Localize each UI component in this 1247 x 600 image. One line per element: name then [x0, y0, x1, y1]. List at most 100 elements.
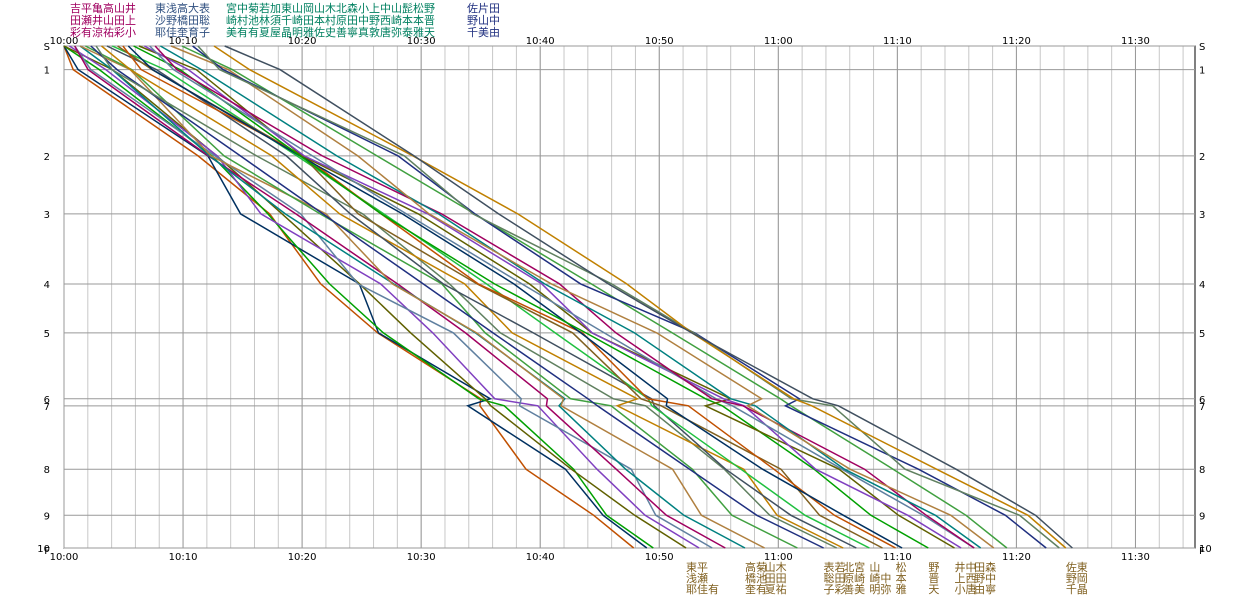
runner-line: [133, 45, 929, 549]
runner-line: [95, 45, 838, 549]
station-label-left: 8: [44, 465, 50, 476]
runner-line: [90, 45, 824, 549]
runner-line: [68, 45, 700, 549]
runner-name-finish: 田田: [765, 572, 787, 585]
runner-name-finish: 上西: [955, 572, 977, 585]
x-tick-label-bottom: 11:20: [1002, 552, 1031, 563]
station-label-right: 2: [1199, 152, 1205, 163]
x-tick-label-top: 10:00: [50, 36, 79, 47]
runner-name-finish: 小唐: [955, 582, 977, 596]
runner-name-header: 吉平亀高山井: [70, 1, 136, 15]
runner-line: [85, 45, 798, 549]
x-tick-label-top: 11:20: [1002, 36, 1031, 47]
station-label-left: 7: [44, 402, 50, 413]
station-label-left: 4: [44, 280, 50, 291]
runner-name-finish: 浅瀬: [686, 571, 708, 585]
station-label-right: 10: [1199, 544, 1212, 555]
runner-name-finish: 佐東: [1066, 560, 1088, 574]
station-label-right: 8: [1199, 465, 1205, 476]
runner-name-header: 沙野橋田聡: [155, 13, 210, 27]
runner-line: [160, 45, 982, 549]
x-tick-label-top: 10:20: [288, 36, 317, 47]
runner-line: [63, 45, 648, 549]
station-label-right: 4: [1199, 280, 1205, 291]
runner-name-finish: 山木: [765, 561, 787, 574]
runner-line: [106, 45, 857, 549]
runner-name-finish: 善美: [843, 582, 865, 596]
x-tick-label-top: 10:10: [169, 36, 198, 47]
runner-name-header: 崎村池林須千崎田本村原田中野西崎本本晋: [226, 13, 435, 27]
runner-name-finish: 千晶: [1066, 583, 1088, 596]
x-tick-label-bottom: 10:30: [407, 552, 436, 563]
station-label-right: 7: [1199, 402, 1205, 413]
runner-line: [170, 45, 995, 549]
x-tick-label-top: 11:10: [883, 36, 912, 47]
x-tick-label-top: 10:50: [645, 36, 674, 47]
runner-name-finish: 雅: [896, 582, 907, 596]
station-label-right: S: [1199, 42, 1205, 53]
runner-name-finish: 東平: [686, 561, 708, 574]
runner-line: [224, 45, 1073, 549]
runner-line: [79, 45, 765, 549]
runner-name-header: 佐片田: [467, 1, 500, 15]
station-label-right: 9: [1199, 511, 1205, 522]
x-tick-label-bottom: 10:40: [526, 552, 555, 563]
runner-line: [74, 45, 726, 549]
station-label-left: S: [44, 42, 50, 53]
x-tick-label-bottom: 11:00: [764, 552, 793, 563]
runner-name-header: 田瀬井山田上: [70, 13, 136, 27]
station-label-left: 9: [44, 511, 50, 522]
runner-name-finish: 北宮: [843, 560, 865, 574]
station-label-left: 6: [44, 395, 50, 406]
station-label-left: 10: [37, 544, 50, 555]
runner-name-finish: 子彩: [824, 583, 846, 596]
station-label-left: 3: [44, 210, 50, 221]
runner-name-finish: 表若: [824, 560, 846, 574]
runner-name-finish: 野中: [974, 572, 996, 585]
x-tick-label-bottom: 10:10: [169, 552, 198, 563]
x-tick-label-bottom: 10:50: [645, 552, 674, 563]
station-label-left: 1: [44, 66, 50, 77]
runner-name-header: 耶佳奎育子: [155, 25, 210, 39]
x-tick-label-top: 10:30: [407, 36, 436, 47]
x-tick-label-bottom: 10:00: [50, 552, 79, 563]
station-label-right: 5: [1199, 329, 1205, 340]
runner-name-header: 東浅高大表: [155, 1, 210, 15]
runner-name-header: 千美由: [467, 25, 500, 39]
runner-name-finish: 崎中: [869, 571, 891, 585]
x-tick-label-top: 11:00: [764, 36, 793, 47]
runner-line: [197, 45, 1060, 549]
runner-name-header: 宮中菊若加東山岡山木北森小上中山髭松野: [226, 1, 435, 15]
runner-name-finish: 松: [896, 560, 907, 574]
runner-name-finish: 晋: [928, 572, 939, 585]
runner-name-finish: 原崎: [843, 571, 865, 585]
station-label-left: 2: [44, 152, 50, 163]
runner-name-finish: 由寧: [974, 582, 996, 596]
runner-name-finish: 夏祐: [765, 583, 787, 596]
runner-name-finish: 山: [869, 561, 880, 574]
runner-line: [127, 45, 903, 549]
finish-label-left: F: [44, 546, 50, 557]
x-tick-label-bottom: 11:30: [1121, 552, 1150, 563]
runner-name-finish: 耶佳有: [686, 582, 719, 596]
station-label-left: 5: [44, 329, 50, 340]
runner-name-finish: 聡田: [824, 571, 846, 585]
runner-name-finish: 天: [928, 583, 939, 596]
runner-name-finish: 田森: [974, 560, 996, 574]
station-label-right: 6: [1199, 395, 1205, 406]
runner-name-finish: 井中: [955, 560, 977, 574]
runner-name-header: 野山中: [467, 14, 500, 27]
station-label-right: 1: [1199, 66, 1205, 77]
station-label-right: 3: [1199, 210, 1205, 221]
runner-name-header: 彩有涼祐彩小: [70, 25, 136, 39]
x-tick-label-top: 10:40: [526, 36, 555, 47]
finish-label-right: F: [1199, 546, 1205, 557]
runner-name-header: 美有有夏屋晶明雅佐史善寧真敦唐弥泰雅天: [226, 25, 435, 39]
runner-line: [74, 45, 713, 549]
runner-line: [63, 45, 687, 549]
runner-name-finish: 本: [896, 571, 907, 585]
runner-line: [181, 45, 1008, 549]
runner-name-finish: 野岡: [1066, 572, 1088, 585]
x-tick-label-bottom: 10:20: [288, 552, 317, 563]
